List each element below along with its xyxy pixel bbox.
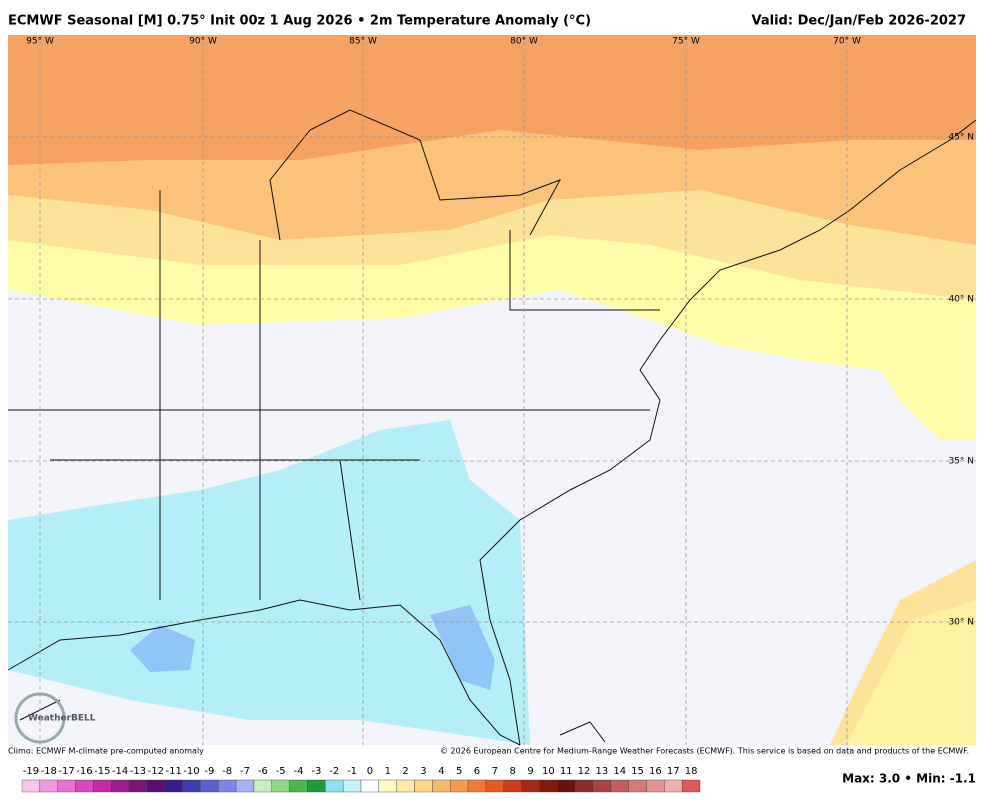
title: ECMWF Seasonal [M] 0.75° Init 00z 1 Aug …: [8, 14, 591, 29]
colorbar-label: -11: [165, 766, 181, 777]
colorbar-label: -5: [276, 766, 286, 777]
colorbar-label: 8: [509, 766, 515, 777]
longitude-label: 70° W: [833, 37, 861, 47]
colorbar-swatch: [93, 779, 112, 793]
colorbar-label: 3: [420, 766, 426, 777]
colorbar-swatch: [557, 779, 576, 793]
colorbar-label: -1: [347, 766, 357, 777]
colorbar-label: 16: [649, 766, 662, 777]
colorbar-label: -4: [294, 766, 304, 777]
colorbar-swatch: [75, 779, 94, 793]
colorbar-swatch: [432, 779, 451, 793]
colorbar-label: 6: [474, 766, 480, 777]
colorbar-swatch: [503, 779, 522, 793]
colorbar-swatch: [271, 779, 290, 793]
colorbar-swatch: [592, 779, 611, 793]
colorbar-swatch: [325, 779, 344, 793]
colorbar-label: -7: [240, 766, 250, 777]
colorbar-swatch: [146, 779, 165, 793]
colorbar-label: 13: [596, 766, 609, 777]
colorbar-swatch: [253, 779, 272, 793]
longitude-label: 75° W: [672, 37, 700, 47]
colorbar-label: 5: [456, 766, 462, 777]
colorbar-swatch: [235, 779, 255, 793]
colorbar-swatch: [646, 779, 665, 793]
longitude-label: 80° W: [510, 37, 538, 47]
colorbar-label: 0: [367, 766, 373, 777]
colorbar-swatch: [200, 779, 219, 793]
colorbar-swatch: [21, 779, 41, 793]
longitude-label: 90° W: [189, 37, 217, 47]
colorbar-label: -15: [94, 766, 110, 777]
colorbar-label: -18: [41, 766, 57, 777]
colorbar-label: -16: [76, 766, 92, 777]
climo-note: Climo: ECMWF M-climate pre-computed anom…: [8, 747, 204, 756]
colorbar-swatch: [485, 779, 504, 793]
colorbar-swatch: [574, 779, 594, 793]
colorbar-swatch: [450, 779, 469, 793]
colorbar-swatch: [414, 779, 433, 793]
longitude-label: 85° W: [349, 37, 377, 47]
colorbar-swatch: [39, 779, 58, 793]
colorbar-label: 18: [685, 766, 698, 777]
colorbar-swatch: [521, 779, 540, 793]
colorbar-swatch: [467, 779, 487, 793]
colorbar-label: -19: [23, 766, 39, 777]
colorbar-label: -10: [183, 766, 199, 777]
colorbar-swatch: [360, 779, 380, 793]
latitude-label: 45° N: [948, 133, 974, 143]
max-min: Max: 3.0 • Min: -1.1: [842, 772, 976, 786]
colorbar-label: -8: [222, 766, 232, 777]
colorbar-swatch: [342, 779, 362, 793]
copyright: © 2026 European Centre for Medium-Range …: [440, 747, 969, 756]
colorbar-label: -14: [112, 766, 128, 777]
colorbar-label: -13: [130, 766, 146, 777]
colorbar-swatch: [664, 779, 683, 793]
colorbar-label: 2: [402, 766, 408, 777]
map: [7, 35, 977, 746]
colorbar-swatch: [57, 779, 76, 793]
colorbar-swatch: [396, 779, 415, 793]
colorbar-label: 7: [492, 766, 498, 777]
colorbar-swatch: [539, 779, 558, 793]
colorbar-swatch: [164, 779, 183, 793]
logo-text: WeatherBELL: [28, 714, 96, 724]
colorbar-swatch: [307, 779, 326, 793]
latitude-label: 30° N: [948, 618, 974, 628]
latitude-label: 40° N: [948, 295, 974, 305]
colorbar-swatch: [218, 779, 237, 793]
colorbar-label: -9: [204, 766, 214, 777]
colorbar-swatch: [182, 779, 201, 793]
colorbar-label: 11: [560, 766, 573, 777]
logo: WeatherBELL: [14, 692, 96, 744]
colorbar-label: -2: [329, 766, 339, 777]
colorbar-label: 4: [438, 766, 444, 777]
colorbar-label: 9: [527, 766, 533, 777]
colorbar-swatch: [378, 779, 397, 793]
colorbar-swatch: [128, 779, 148, 793]
colorbar-label: -6: [258, 766, 268, 777]
colorbar-label: 15: [631, 766, 644, 777]
colorbar-swatch: [111, 779, 130, 793]
latitude-label: 35° N: [948, 457, 974, 467]
longitude-label: 95° W: [26, 37, 54, 47]
colorbar-swatch: [289, 779, 308, 793]
colorbar-label: 10: [542, 766, 555, 777]
colorbar-label: 1: [385, 766, 391, 777]
colorbar-swatch: [610, 779, 629, 793]
colorbar-label: -3: [311, 766, 321, 777]
colorbar-swatch: [628, 779, 647, 793]
valid-date: Valid: Dec/Jan/Feb 2026-2027: [752, 14, 967, 29]
colorbar-label: 17: [667, 766, 680, 777]
colorbar-label: 12: [578, 766, 591, 777]
colorbar-label: -12: [148, 766, 164, 777]
colorbar-label: -17: [58, 766, 74, 777]
colorbar-label: 14: [613, 766, 626, 777]
colorbar-swatch: [681, 779, 701, 793]
